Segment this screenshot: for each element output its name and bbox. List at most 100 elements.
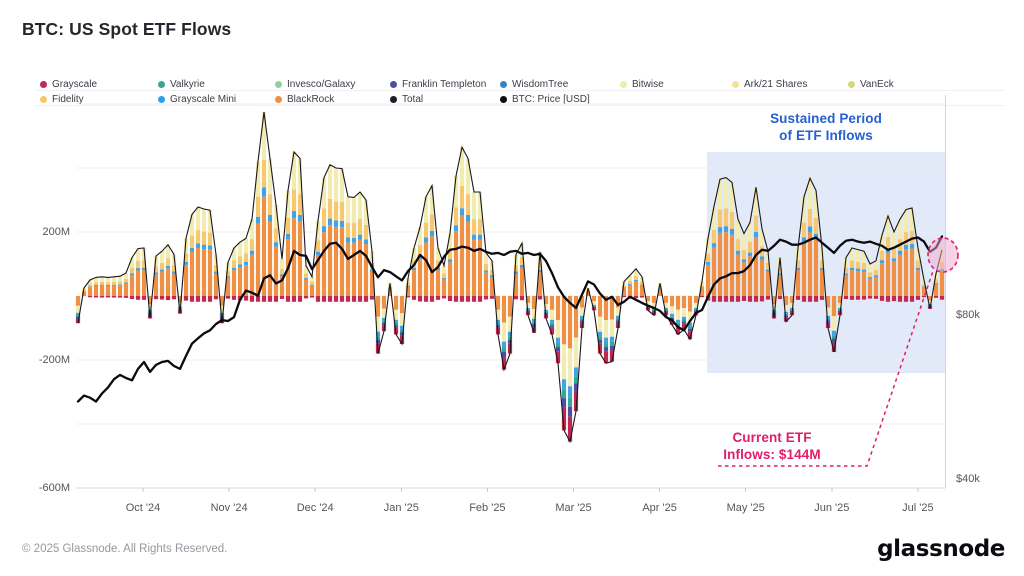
- etf-flow-bar-segment: [99, 296, 105, 298]
- etf-flow-bar-segment: [399, 325, 405, 330]
- etf-flow-bar-segment: [549, 327, 555, 335]
- etf-flow-bar-segment: [255, 161, 261, 197]
- etf-flow-bar-segment: [279, 259, 285, 269]
- etf-flow-bar-segment: [681, 321, 687, 324]
- etf-flow-bar-segment: [471, 219, 477, 235]
- etf-flow-bar-segment: [603, 347, 609, 352]
- etf-flow-bar-segment: [207, 296, 213, 302]
- legend-dot: [500, 96, 507, 103]
- legend-item-fidelity[interactable]: Fidelity: [40, 93, 84, 106]
- legend-item-grayscale-mini[interactable]: Grayscale Mini: [158, 93, 236, 106]
- etf-flow-bar-segment: [621, 285, 627, 288]
- etf-flow-bar-segment: [303, 279, 309, 296]
- etf-flow-bar-segment: [603, 343, 609, 348]
- etf-flow-bar-segment: [291, 189, 297, 212]
- etf-flow-bar-segment: [231, 270, 237, 296]
- etf-flow-bar-segment: [507, 336, 513, 340]
- etf-flow-bar-segment: [93, 296, 99, 298]
- etf-flow-bar-segment: [771, 304, 777, 310]
- legend-item-franklin-templeton[interactable]: Franklin Templeton: [390, 78, 486, 91]
- etf-flow-bar-segment: [843, 275, 849, 296]
- etf-flow-bar-segment: [537, 272, 543, 296]
- etf-flow-bar-segment: [117, 285, 123, 296]
- legend-item-invesco-galaxy[interactable]: Invesco/Galaxy: [275, 78, 355, 91]
- etf-flow-bar-segment: [573, 391, 579, 412]
- etf-flow-bar-segment: [723, 232, 729, 296]
- etf-flow-bar-segment: [423, 222, 429, 238]
- etf-flow-bar-segment: [885, 296, 891, 302]
- etf-flow-bar-segment: [609, 345, 615, 351]
- legend-item-grayscale[interactable]: Grayscale: [40, 78, 97, 91]
- etf-flow-bar-segment: [471, 192, 477, 220]
- legend-item-bitwise[interactable]: Bitwise: [620, 78, 664, 91]
- etf-flow-bar-segment: [735, 254, 741, 296]
- etf-flow-bar-segment: [555, 343, 561, 348]
- legend-item-btc-price-usd-[interactable]: BTC: Price [USD]: [500, 93, 590, 106]
- etf-flow-bar-segment: [495, 325, 501, 328]
- etf-flow-bar-segment: [861, 296, 867, 300]
- etf-flow-bar-segment: [849, 248, 855, 261]
- x-axis-tick: Mar '25: [555, 502, 592, 514]
- etf-flow-bar-segment: [801, 242, 807, 296]
- legend-dot: [390, 96, 397, 103]
- legend-item-ark-21-shares[interactable]: Ark/21 Shares: [732, 78, 807, 91]
- etf-flow-bar-segment: [603, 351, 609, 364]
- etf-flow-bar-segment: [123, 272, 129, 279]
- etf-flow-bar-segment: [591, 306, 597, 308]
- etf-flow-bar-segment: [201, 231, 207, 245]
- etf-flow-bar-segment: [855, 249, 861, 262]
- etf-flow-bar-segment: [261, 296, 267, 302]
- etf-flow-bar-segment: [171, 273, 177, 296]
- etf-flow-bar-segment: [795, 267, 801, 271]
- etf-flow-bar-segment: [129, 267, 135, 274]
- etf-flow-bar-segment: [267, 158, 273, 195]
- legend-item-valkyrie[interactable]: Valkyrie: [158, 78, 205, 91]
- etf-flow-bar-segment: [729, 234, 735, 296]
- legend-item-wisdomtree[interactable]: WisdomTree: [500, 78, 568, 91]
- etf-flow-bar-segment: [105, 285, 111, 296]
- legend-item-blackrock[interactable]: BlackRock: [275, 93, 334, 106]
- etf-flow-bar-segment: [579, 307, 585, 316]
- etf-flow-bar-segment: [393, 296, 399, 310]
- etf-flow-bar-segment: [147, 309, 153, 312]
- etf-flow-bar-segment: [507, 339, 513, 344]
- etf-flow-bar-segment: [447, 259, 453, 263]
- legend-item-total[interactable]: Total: [390, 93, 423, 106]
- etf-flow-bar-segment: [243, 253, 249, 263]
- etf-flow-bar-segment: [447, 296, 453, 301]
- etf-flow-bar-segment: [333, 226, 339, 296]
- legend-item-vaneck[interactable]: VanEck: [848, 78, 894, 91]
- etf-flow-bar-segment: [405, 296, 411, 298]
- etf-flow-bar-segment: [801, 296, 807, 302]
- etf-flow-bar-segment: [933, 296, 939, 298]
- etf-flow-bar-segment: [747, 222, 753, 242]
- etf-flow-bar-segment: [87, 280, 93, 285]
- etf-flow-bar-segment: [351, 197, 357, 224]
- etf-flow-bar-segment: [579, 296, 585, 308]
- etf-flow-bar-segment: [603, 320, 609, 338]
- etf-flow-bar-segment: [819, 267, 825, 271]
- etf-flow-bar-segment: [591, 296, 597, 302]
- etf-flow-bar-segment: [597, 339, 603, 344]
- etf-flow-bar-segment: [435, 248, 441, 261]
- etf-flow-bar-segment: [273, 228, 279, 243]
- etf-flow-bar-segment: [165, 296, 171, 301]
- etf-flow-bar-segment: [759, 259, 765, 296]
- etf-flow-bar-segment: [363, 244, 369, 296]
- etf-flow-bar-segment: [87, 286, 93, 288]
- etf-flow-bar-segment: [285, 190, 291, 218]
- etf-flow-bar-segment: [843, 267, 849, 274]
- y-axis-right-tick: $40k: [956, 473, 980, 485]
- etf-flow-bar-segment: [693, 309, 699, 311]
- etf-flow-bar-segment: [495, 309, 501, 320]
- etf-flow-bar-segment: [225, 271, 231, 277]
- legend-divider: [36, 105, 1004, 106]
- etf-flow-bar-segment: [621, 288, 627, 296]
- etf-flow-bar-segment: [195, 207, 201, 231]
- etf-flow-bar-segment: [651, 310, 657, 312]
- etf-flow-bar-segment: [213, 265, 219, 272]
- etf-flow-bar-segment: [735, 219, 741, 240]
- etf-flow-bar-segment: [243, 296, 249, 301]
- etf-flow-bar-segment: [555, 320, 561, 338]
- etf-flow-bar-segment: [183, 264, 189, 296]
